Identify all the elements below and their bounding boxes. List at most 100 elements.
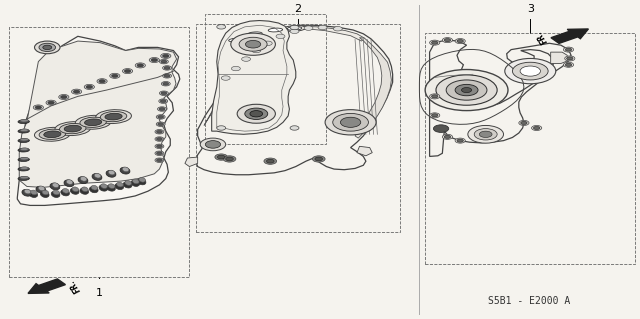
- Ellipse shape: [72, 187, 79, 192]
- Circle shape: [565, 63, 572, 66]
- Circle shape: [226, 157, 234, 161]
- Circle shape: [237, 104, 275, 123]
- Circle shape: [340, 117, 361, 127]
- Circle shape: [135, 63, 145, 68]
- Circle shape: [461, 87, 472, 93]
- Ellipse shape: [122, 167, 129, 172]
- Circle shape: [221, 76, 230, 80]
- Circle shape: [39, 43, 56, 51]
- Ellipse shape: [20, 138, 28, 141]
- Ellipse shape: [139, 177, 145, 182]
- Circle shape: [111, 74, 118, 78]
- Circle shape: [157, 145, 163, 148]
- Ellipse shape: [38, 186, 45, 191]
- Circle shape: [519, 120, 529, 125]
- Polygon shape: [196, 25, 393, 175]
- Text: S5B1 - E2000 A: S5B1 - E2000 A: [488, 296, 570, 306]
- Ellipse shape: [108, 184, 115, 189]
- Ellipse shape: [108, 170, 115, 175]
- Ellipse shape: [80, 176, 87, 181]
- Circle shape: [333, 26, 342, 31]
- Bar: [205, 14, 326, 144]
- Polygon shape: [550, 52, 567, 63]
- Circle shape: [532, 125, 541, 130]
- Circle shape: [163, 66, 172, 70]
- Ellipse shape: [55, 122, 91, 136]
- Circle shape: [200, 138, 226, 151]
- Bar: [9, 27, 189, 277]
- Circle shape: [155, 130, 164, 134]
- Ellipse shape: [20, 176, 28, 179]
- Ellipse shape: [18, 120, 29, 123]
- Circle shape: [86, 85, 93, 88]
- Circle shape: [137, 64, 143, 67]
- Polygon shape: [17, 36, 180, 205]
- Circle shape: [161, 60, 167, 63]
- Ellipse shape: [100, 111, 127, 122]
- Circle shape: [290, 29, 299, 33]
- Ellipse shape: [20, 148, 28, 151]
- Circle shape: [564, 56, 575, 61]
- Circle shape: [159, 91, 168, 95]
- Circle shape: [333, 114, 369, 131]
- Ellipse shape: [18, 139, 29, 143]
- Circle shape: [217, 126, 226, 130]
- Ellipse shape: [18, 148, 29, 152]
- Circle shape: [534, 126, 540, 130]
- Ellipse shape: [76, 115, 111, 129]
- Ellipse shape: [52, 183, 59, 188]
- Circle shape: [455, 138, 465, 143]
- Ellipse shape: [248, 32, 262, 36]
- Ellipse shape: [53, 190, 60, 195]
- Ellipse shape: [125, 181, 131, 185]
- Circle shape: [163, 82, 169, 85]
- Circle shape: [263, 41, 272, 46]
- Ellipse shape: [35, 127, 70, 141]
- Circle shape: [566, 57, 573, 60]
- FancyArrow shape: [28, 279, 65, 293]
- Circle shape: [266, 159, 274, 163]
- Circle shape: [72, 89, 82, 94]
- Circle shape: [290, 25, 299, 30]
- Circle shape: [59, 94, 69, 100]
- Polygon shape: [355, 38, 392, 138]
- Circle shape: [157, 137, 163, 140]
- Circle shape: [35, 41, 60, 54]
- Circle shape: [252, 48, 260, 53]
- Circle shape: [312, 156, 325, 162]
- Circle shape: [164, 74, 170, 77]
- Circle shape: [158, 115, 164, 118]
- Ellipse shape: [244, 31, 266, 37]
- Polygon shape: [429, 40, 571, 156]
- Circle shape: [315, 157, 323, 161]
- Ellipse shape: [63, 189, 69, 193]
- Circle shape: [217, 25, 226, 29]
- Ellipse shape: [18, 177, 29, 181]
- Circle shape: [161, 53, 171, 58]
- Ellipse shape: [44, 131, 61, 137]
- Ellipse shape: [51, 191, 60, 197]
- Circle shape: [318, 25, 327, 30]
- Polygon shape: [19, 41, 177, 187]
- Circle shape: [155, 158, 164, 162]
- Circle shape: [325, 110, 376, 135]
- Ellipse shape: [31, 190, 37, 195]
- Ellipse shape: [40, 191, 49, 197]
- Circle shape: [74, 90, 80, 93]
- Circle shape: [429, 113, 440, 118]
- Ellipse shape: [284, 26, 305, 31]
- Circle shape: [158, 123, 164, 126]
- Ellipse shape: [36, 186, 46, 193]
- Circle shape: [264, 158, 276, 164]
- Ellipse shape: [80, 117, 106, 127]
- Bar: [196, 24, 399, 232]
- Ellipse shape: [105, 113, 122, 120]
- Ellipse shape: [80, 188, 88, 194]
- Circle shape: [457, 40, 463, 43]
- Circle shape: [159, 99, 168, 103]
- Circle shape: [156, 115, 165, 119]
- Ellipse shape: [228, 38, 243, 42]
- Circle shape: [433, 125, 449, 132]
- Circle shape: [425, 70, 508, 111]
- Ellipse shape: [268, 28, 283, 32]
